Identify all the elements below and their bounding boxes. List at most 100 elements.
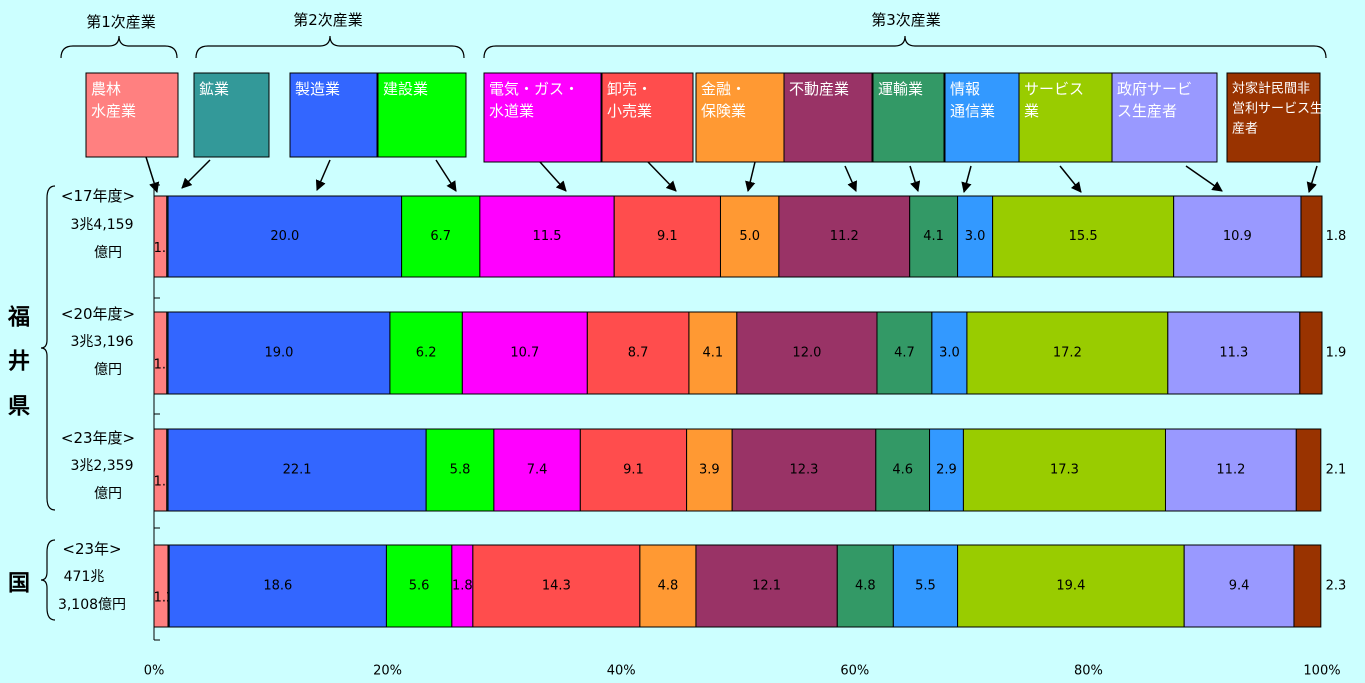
row-amount-label: 3兆3,196: [71, 334, 134, 350]
data-label: 3.0: [965, 229, 986, 244]
category-box-label: 金融・: [701, 80, 746, 98]
group-label: 県: [8, 395, 30, 420]
pointer-arrow: [745, 161, 756, 193]
sector-label: 第2次産業: [293, 11, 363, 29]
category-box: [695, 72, 785, 163]
sector-brace: [195, 35, 465, 59]
bar-segment: [168, 544, 387, 628]
pointer-arrow: [1185, 165, 1223, 192]
category-box: [289, 72, 378, 158]
data-label: 5.6: [409, 579, 430, 594]
pointer-arrow: [315, 159, 331, 191]
bar-segment: [909, 195, 959, 278]
sector-label: 第1次産業: [86, 13, 156, 31]
bar-segment: [876, 311, 933, 395]
bar-segment: [613, 195, 721, 278]
category-box-label: 農林: [91, 80, 121, 98]
data-label: 20.0: [270, 229, 299, 244]
category-box-label: 政府サービ: [1117, 80, 1192, 98]
data-label: 4.7: [894, 346, 915, 361]
x-tick-label: 100%: [1303, 664, 1340, 679]
group-label: 国: [8, 572, 30, 597]
data-label: 17.3: [1050, 463, 1079, 478]
pointer-arrow: [647, 161, 677, 192]
bar-segment: [153, 311, 168, 395]
bar-segment: [931, 311, 968, 395]
category-box: [483, 72, 602, 163]
bar-segment: [586, 311, 690, 395]
data-label: 1.8: [1326, 229, 1347, 244]
x-tick-label: 20%: [373, 664, 402, 679]
category-box-label: 営利サービス生: [1232, 102, 1323, 117]
bar-segment: [385, 544, 453, 628]
row-amount-label: 億円: [94, 245, 122, 261]
data-label: 3.0: [939, 346, 960, 361]
data-label: 6.7: [430, 229, 451, 244]
bar-segment: [167, 428, 427, 512]
pointer-arrow: [1059, 165, 1082, 193]
data-label: 5.8: [450, 463, 471, 478]
data-label: 7.4: [527, 463, 548, 478]
category-box-label: 産者: [1232, 121, 1258, 137]
bar-segment: [966, 311, 1169, 395]
row-period-label: <20年度>: [61, 305, 135, 323]
data-label: 10.9: [1223, 229, 1252, 244]
data-label: 4.8: [658, 579, 679, 594]
bar-segment: [686, 428, 733, 512]
data-label: 15.5: [1069, 229, 1098, 244]
category-box: [1226, 72, 1321, 163]
row-amount-label: 億円: [94, 362, 122, 378]
row-period-label: <17年度>: [61, 187, 135, 205]
pointer-arrow: [961, 165, 972, 194]
category-box-label: 対家計民間非: [1232, 81, 1310, 97]
data-label: 9.1: [657, 229, 678, 244]
bar-segment: [778, 195, 911, 278]
x-tick-label: 60%: [840, 664, 869, 679]
category-box: [944, 72, 1020, 163]
x-tick-label: 40%: [607, 664, 636, 679]
pointer-arrow: [1306, 165, 1318, 194]
data-label: 22.1: [283, 463, 312, 478]
pointer-arrow: [844, 165, 857, 192]
data-label: 4.1: [923, 229, 944, 244]
data-label: 12.3: [790, 463, 819, 478]
row-amount-label: 3兆4,159: [71, 217, 134, 233]
row-period-label: <23年>: [62, 540, 121, 558]
data-label: 12.0: [792, 346, 821, 361]
category-box-label: 保険業: [701, 102, 746, 120]
data-label: 8.7: [628, 346, 649, 361]
data-label: 12.1: [752, 579, 781, 594]
bar-segment: [579, 428, 688, 512]
data-label: 19.0: [264, 346, 293, 361]
pointer-arrow: [145, 156, 160, 194]
data-label: 1.8: [452, 579, 473, 594]
data-label: 5.5: [915, 579, 936, 594]
bar-segment: [1173, 195, 1302, 278]
data-label: 2.1: [1326, 463, 1347, 478]
category-box-label: ス生産者: [1117, 102, 1177, 120]
category-box-label: 鉱業: [199, 80, 229, 98]
category-box-label: 製造業: [295, 80, 340, 98]
bar-segment: [479, 195, 615, 278]
category-box-label: 電気・ガス・: [489, 80, 579, 98]
bar-segment: [493, 428, 581, 512]
category-box-label: 不動産業: [789, 80, 849, 98]
pointer-arrow: [181, 159, 211, 189]
group-label: 福: [7, 306, 30, 331]
category-box: [1018, 72, 1113, 163]
row-amount-label: 億円: [94, 486, 122, 502]
sector-brace: [60, 35, 178, 59]
bar-segment: [389, 311, 463, 395]
bar-segment: [425, 428, 495, 512]
bar-segment: [688, 311, 738, 395]
bar-segment: [992, 195, 1175, 278]
bar-segment: [167, 311, 391, 395]
pointer-arrow: [539, 161, 567, 192]
bar-segment: [719, 195, 780, 278]
bar-segment: [695, 544, 838, 628]
category-box-label: 情報: [950, 80, 980, 98]
x-tick-label: 80%: [1074, 664, 1103, 679]
pointer-arrow: [909, 165, 921, 193]
bar-segment: [461, 311, 588, 395]
data-label: 2.3: [1326, 579, 1347, 594]
